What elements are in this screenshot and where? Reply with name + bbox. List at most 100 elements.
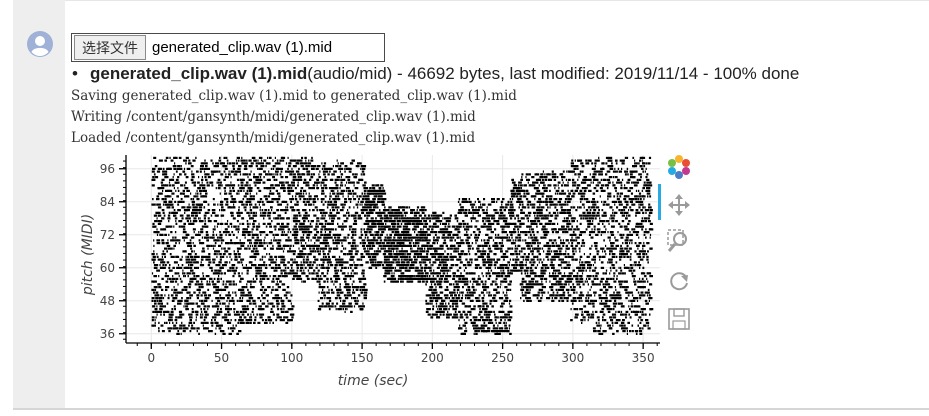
note-mark [200, 283, 204, 286]
note-mark [202, 272, 204, 275]
note-mark [189, 277, 193, 280]
note-mark [328, 308, 331, 311]
note-mark [170, 310, 174, 313]
note-mark [333, 200, 337, 203]
note-mark [195, 310, 198, 313]
note-mark [224, 316, 228, 319]
note-mark [287, 228, 291, 231]
note-mark [364, 214, 366, 217]
note-mark [262, 275, 265, 278]
note-mark [178, 156, 182, 159]
note-mark [377, 198, 381, 201]
cell-top-divider [65, 0, 929, 1]
note-mark [162, 189, 164, 192]
note-mark [290, 244, 292, 247]
note-mark [227, 313, 229, 316]
note-mark [390, 214, 392, 217]
note-mark [270, 291, 273, 294]
note-mark [438, 255, 441, 258]
note-mark [265, 198, 268, 201]
note-mark [346, 308, 348, 311]
note-mark [191, 178, 194, 181]
note-mark [376, 222, 381, 225]
note-mark [216, 162, 220, 165]
note-mark [220, 324, 223, 327]
note-mark [346, 291, 349, 294]
note-mark [253, 176, 255, 179]
note-mark [412, 209, 415, 212]
note-mark [402, 258, 404, 261]
note-mark [276, 283, 278, 286]
note-mark [166, 203, 170, 206]
note-mark [253, 173, 255, 176]
note-mark [152, 178, 156, 181]
choose-file-button[interactable]: 选择文件 [74, 35, 146, 60]
note-mark [253, 206, 257, 209]
note-mark [348, 176, 351, 179]
note-mark [302, 247, 305, 250]
note-mark [329, 203, 333, 206]
note-mark [432, 225, 435, 228]
note-mark [414, 225, 416, 228]
note-mark [201, 277, 205, 280]
note-mark [237, 261, 241, 264]
note-mark [273, 178, 276, 181]
note-mark [405, 228, 408, 231]
note-mark [152, 198, 154, 201]
note-mark [404, 253, 406, 256]
note-mark [379, 187, 382, 190]
note-mark [267, 195, 271, 198]
note-mark [425, 244, 429, 247]
note-mark [444, 288, 448, 291]
note-mark [395, 217, 399, 220]
note-mark [327, 200, 330, 203]
note-mark [425, 236, 428, 239]
note-mark [202, 162, 205, 165]
note-mark [438, 264, 442, 267]
note-mark [339, 192, 343, 195]
note-mark [227, 220, 229, 223]
note-mark [173, 187, 175, 190]
note-mark [329, 264, 333, 267]
note-mark [505, 203, 507, 206]
note-mark [202, 313, 204, 316]
note-mark [249, 184, 251, 187]
note-mark [285, 269, 287, 272]
note-mark [255, 233, 259, 236]
note-mark [249, 261, 253, 264]
note-mark [353, 198, 357, 201]
note-mark [340, 291, 342, 294]
note-mark [213, 203, 216, 206]
note-mark [296, 277, 300, 280]
note-mark [309, 250, 314, 253]
note-mark [448, 297, 450, 300]
note-mark [452, 277, 456, 280]
note-mark [452, 272, 456, 275]
note-mark [276, 200, 279, 203]
file-input[interactable]: 选择文件 generated_clip.wav (1).mid [71, 33, 385, 62]
note-mark [177, 165, 181, 168]
note-mark [421, 233, 424, 236]
note-mark [253, 220, 257, 223]
note-mark [412, 217, 415, 220]
note-mark [409, 269, 411, 272]
note-mark [412, 242, 414, 245]
note-mark [357, 286, 360, 289]
note-mark [232, 275, 235, 278]
note-mark [422, 280, 425, 283]
note-mark [275, 264, 278, 267]
note-mark [168, 220, 170, 223]
note-mark [156, 176, 158, 179]
note-mark [215, 297, 217, 300]
note-mark [452, 264, 455, 267]
note-mark [402, 239, 406, 242]
note-mark [442, 258, 445, 261]
note-mark [300, 266, 304, 269]
note-mark [433, 261, 437, 264]
note-mark [344, 294, 347, 297]
note-mark [326, 266, 330, 269]
note-mark [361, 272, 364, 275]
note-mark [232, 165, 234, 168]
note-mark [274, 266, 277, 269]
